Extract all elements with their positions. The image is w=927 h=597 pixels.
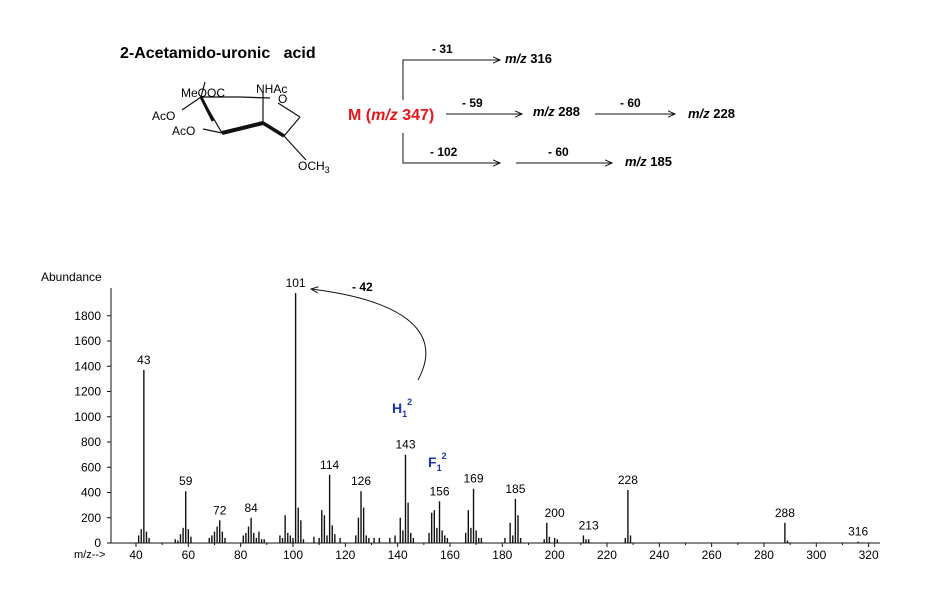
aco-top-label: AcO — [152, 109, 175, 123]
ring-bond — [239, 96, 271, 99]
y-tick-label: 1400 — [74, 359, 101, 373]
x-ticks: 40 60 80 100 120 140 160 180 200 220 240 260 280 300 3… — [129, 543, 879, 562]
y-axis-title: Abundance — [41, 270, 102, 284]
peak-label: 101 — [286, 276, 306, 290]
peak-label: 185 — [505, 482, 525, 496]
loss-59-label: - 59 — [462, 96, 483, 110]
x-tick-label: 120 — [335, 548, 355, 562]
meooc-label: MeOOC — [181, 86, 225, 100]
x-tick-label: 160 — [440, 548, 460, 562]
y-tick-label: 1200 — [74, 385, 101, 399]
peak-label: 228 — [618, 473, 638, 487]
x-tick-label: 200 — [545, 548, 565, 562]
x-tick-label: 280 — [754, 548, 774, 562]
och3-label: OCH3 — [298, 159, 330, 175]
product-316-label: m/z 316 — [505, 51, 552, 66]
ring-bond-bold — [221, 121, 264, 135]
arrow-loss-42 — [311, 289, 427, 381]
bond-och3 — [283, 135, 307, 161]
arrow-loss-102 — [402, 133, 500, 163]
loss-31-label: - 31 — [432, 42, 453, 56]
peak-label: 84 — [244, 501, 258, 515]
product-288-label: m/z 288 — [533, 104, 580, 119]
x-axis-title: m/z--> — [74, 549, 105, 561]
x-tick-label: 40 — [129, 548, 143, 562]
compound-title: 2-Acetamido-uronic acid — [120, 45, 316, 62]
x-tick-label: 100 — [283, 548, 303, 562]
peak-label: 72 — [213, 503, 227, 517]
peak-label: 114 — [320, 458, 339, 472]
x-tick-label: 260 — [702, 548, 722, 562]
fragmentation-arrows — [402, 60, 675, 163]
peak-label: 143 — [395, 438, 415, 452]
peak-label: 200 — [545, 506, 565, 520]
ring-bond-bold — [199, 96, 215, 122]
aco-bottom-label: AcO — [172, 124, 195, 138]
peak-label: 43 — [137, 353, 151, 367]
peak-label: 288 — [775, 506, 795, 520]
loss-42-label: - 42 — [352, 280, 373, 294]
x-tick-label: 60 — [182, 548, 196, 562]
y-tick-label: 800 — [81, 435, 101, 449]
ring-oxygen-label: O — [278, 92, 287, 106]
peaks — [137, 293, 859, 543]
peak-label: 213 — [579, 518, 599, 532]
loss-60a-label: - 60 — [620, 96, 641, 110]
x-tick-label: 180 — [492, 548, 512, 562]
product-228-label: m/z 228 — [688, 106, 735, 121]
ring-bond — [277, 102, 301, 118]
x-tick-label: 320 — [859, 548, 879, 562]
y-tick-label: 0 — [94, 536, 101, 550]
loss-102-label: - 102 — [430, 145, 458, 159]
x-tick-label: 80 — [234, 548, 248, 562]
peak-label: 156 — [429, 484, 449, 498]
y-tick-label: 1600 — [74, 334, 101, 348]
x-tick-label: 240 — [649, 548, 669, 562]
peak-label: 59 — [179, 474, 193, 488]
bond-meooc — [200, 81, 206, 98]
bond-aco-bottom — [202, 128, 223, 134]
y-tick-label: 400 — [81, 486, 101, 500]
y-tick-label: 200 — [81, 511, 101, 525]
y-tick-label: 600 — [81, 460, 101, 474]
y-tick-label: 1800 — [74, 309, 101, 323]
product-185-label: m/z 185 — [625, 154, 672, 169]
peak-label: 316 — [848, 525, 868, 539]
mass-spectrum-chart: Abundance m/z--> 0 200 400 600 800 1000 1200 14… — [41, 270, 880, 562]
loss-60b-label: - 60 — [548, 145, 569, 159]
ion-f12-label: F12 — [428, 451, 447, 473]
bond-aco-top — [181, 96, 202, 111]
nhac-label: NHAc — [256, 82, 287, 96]
x-tick-label: 140 — [388, 548, 408, 562]
x-tick-label: 220 — [597, 548, 617, 562]
x-tick-label: 300 — [806, 548, 826, 562]
peak-label: 126 — [351, 474, 371, 488]
ion-h12-label: H12 — [392, 397, 412, 419]
chemical-structure — [181, 81, 307, 161]
peak-label: 169 — [464, 472, 484, 486]
y-tick-label: 1000 — [74, 410, 101, 424]
ring-bond-bold — [262, 121, 285, 138]
y-ticks: 0 200 400 600 800 1000 1200 1400 1600 1800 — [74, 309, 111, 550]
parent-ion-label: M (m/z 347) — [348, 107, 434, 124]
peak-labels: 43 59 72 84 101 114 126 143 156 169 185 200 213 228 28… — [137, 276, 868, 539]
arrow-loss-31 — [402, 60, 500, 100]
ring-bond — [283, 116, 301, 137]
